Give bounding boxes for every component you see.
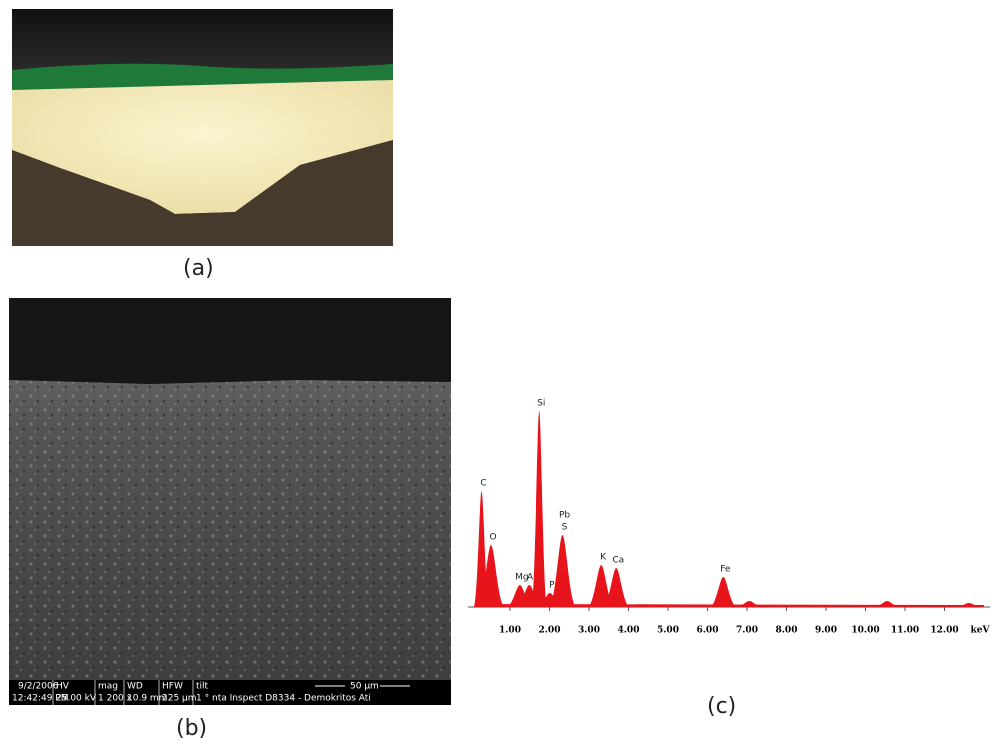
peak — [477, 545, 506, 607]
photo-b — [9, 298, 451, 705]
info-text: mag — [98, 682, 118, 692]
info-text: HV — [56, 682, 70, 692]
panel-label: (b) — [176, 716, 208, 741]
panel-label: (a) — [183, 256, 214, 281]
x-tick-label: 7.00 — [736, 626, 758, 636]
x-tick-label: 11.00 — [891, 626, 919, 636]
x-tick-label: 3.00 — [578, 626, 600, 636]
peak-label: C — [480, 479, 486, 489]
x-tick-label: 6.00 — [697, 626, 719, 636]
x-tick-label: 2.00 — [539, 626, 561, 636]
x-tick-label: 8.00 — [776, 626, 798, 636]
peak-label: Mg — [515, 573, 528, 583]
info-text: HFW — [162, 682, 183, 692]
peak-label: Ca — [612, 556, 624, 566]
peak — [873, 601, 902, 607]
peak — [709, 577, 738, 607]
photo-a — [12, 9, 393, 246]
info-text: 10.9 mm — [127, 694, 167, 704]
x-tick-label: 4.00 — [618, 626, 640, 636]
peak-label: Si — [537, 399, 545, 409]
peak — [531, 411, 548, 607]
info-text: 1 ° — [196, 694, 209, 704]
peak-label: K — [600, 553, 607, 563]
info-text: 225 µm — [162, 694, 197, 704]
peak-label: S — [562, 523, 568, 533]
info-text: 25.00 kV — [56, 694, 97, 704]
info-text: tilt — [196, 682, 209, 692]
peak — [735, 601, 764, 607]
info-text: 1 200 x — [98, 694, 133, 704]
x-unit: keV — [971, 626, 991, 636]
x-tick-label: 9.00 — [815, 626, 837, 636]
spectrum: 1.00 2.00 3.00 4.00 5.00 6.00 7.00 8.00 9.00 10.0… — [468, 399, 990, 636]
x-tick-label: 1.00 — [499, 626, 521, 636]
info-text: WD — [127, 682, 143, 692]
peak-label: Al — [527, 573, 536, 583]
peak-label: Pb — [559, 511, 570, 521]
x-tick-label: 5.00 — [657, 626, 679, 636]
peak-label: Fe — [720, 565, 731, 575]
peak — [954, 603, 983, 607]
info-text: 12:42:49 PM — [12, 694, 68, 704]
peak — [602, 568, 631, 607]
info-text: 9/2/2006 — [18, 682, 59, 692]
instrument-text: nta Inspect D8334 - Demokritos Ati — [212, 694, 371, 704]
x-tick-label: 10.00 — [851, 626, 879, 636]
scale-bar-label: 50 µm — [350, 682, 379, 692]
peak — [587, 565, 616, 607]
peak-label: O — [489, 533, 496, 543]
peak-label: P — [549, 581, 555, 591]
panel-label: (c) — [707, 694, 737, 719]
x-tick-label: 12.00 — [930, 626, 958, 636]
peak — [548, 535, 577, 607]
